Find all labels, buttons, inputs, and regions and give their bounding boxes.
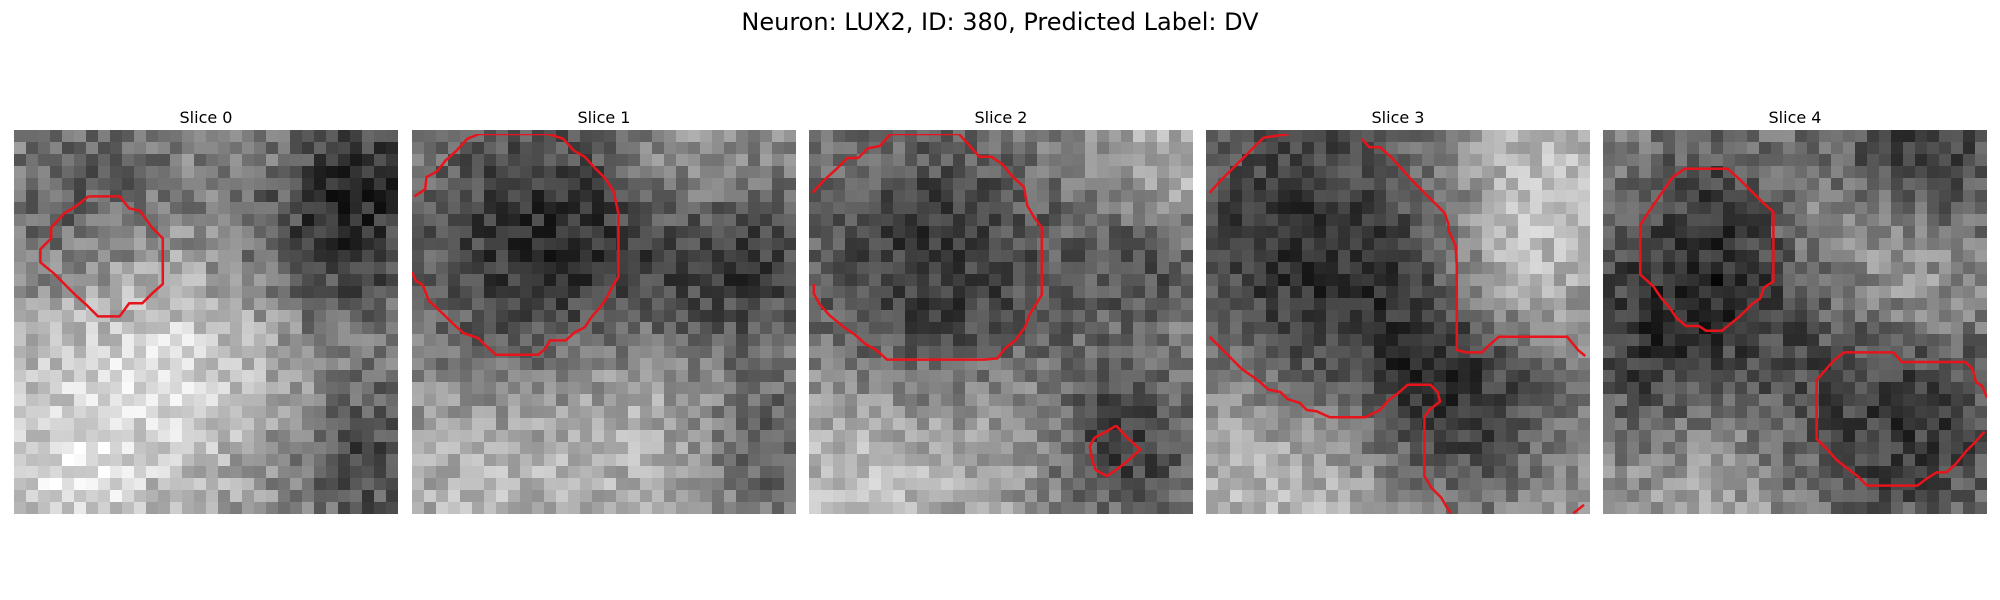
contour-3 — [1572, 503, 1585, 515]
slice-panel-4: Slice 4 — [1603, 108, 1987, 514]
slice-4-contours — [1638, 167, 1987, 487]
contour-0 — [39, 195, 165, 318]
slice-0-title: Slice 0 — [179, 108, 233, 127]
slice-3-contours — [1208, 134, 1587, 515]
slice-1-contours — [412, 134, 620, 357]
contour-0 — [811, 134, 1044, 361]
slice-panel-3: Slice 3 — [1206, 108, 1590, 515]
figure-title: Neuron: LUX2, ID: 380, Predicted Label: … — [741, 8, 1259, 36]
contour-2 — [1815, 380, 1986, 487]
contour-0 — [1208, 134, 1289, 194]
slice-2-contours — [811, 134, 1142, 478]
contour-1 — [1361, 137, 1587, 357]
contour-0 — [412, 134, 620, 357]
slice-0-image — [14, 130, 398, 514]
slice-panel-0: Slice 0 — [14, 108, 398, 514]
slice-3-title: Slice 3 — [1371, 108, 1425, 127]
slice-panel-2: Slice 2 — [809, 108, 1193, 514]
contour-1 — [1815, 351, 1987, 399]
slice-panel-1: Slice 1 — [412, 108, 796, 514]
slice-4-image — [1603, 130, 1987, 514]
slice-4-title: Slice 4 — [1768, 108, 1822, 127]
slice-2-image — [809, 130, 1193, 514]
slice-2-title: Slice 2 — [974, 108, 1028, 127]
contour-2 — [1208, 335, 1452, 514]
slice-1-image — [412, 130, 796, 514]
contour-0 — [1638, 167, 1775, 333]
contour-1 — [1088, 424, 1142, 478]
slice-0-contours — [39, 195, 165, 318]
slice-3-image — [1206, 130, 1590, 514]
slice-1-title: Slice 1 — [577, 108, 631, 127]
